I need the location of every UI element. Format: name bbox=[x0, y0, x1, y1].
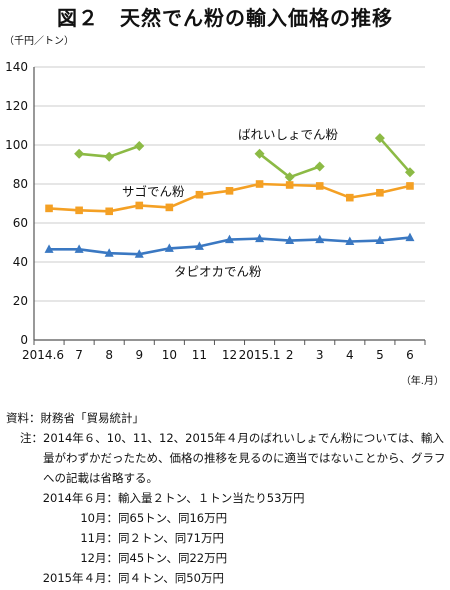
x-tick-label: 2014.6 bbox=[22, 348, 64, 362]
detail-row: 11月：同２トン、同71万円 bbox=[6, 528, 446, 548]
y-tick-label: 40 bbox=[13, 255, 28, 269]
data-point bbox=[104, 151, 115, 162]
data-point bbox=[285, 181, 294, 189]
detail-row: 10月：同65トン、同16万円 bbox=[6, 508, 446, 528]
x-tick-label: 8 bbox=[105, 348, 113, 362]
note-label: 注： bbox=[20, 431, 43, 445]
data-point bbox=[314, 161, 325, 172]
x-tick-label: 10 bbox=[162, 348, 177, 362]
x-tick-label: 4 bbox=[346, 348, 354, 362]
data-point bbox=[254, 148, 265, 159]
data-point bbox=[405, 232, 415, 242]
data-point bbox=[134, 249, 144, 258]
x-unit-label: （年.月） bbox=[401, 374, 444, 387]
series-label: ばれいしょでん粉 bbox=[238, 127, 339, 142]
source-text: 財務省「貿易統計」 bbox=[40, 411, 145, 425]
x-tick-label: 3 bbox=[316, 348, 324, 362]
x-tick-label: 6 bbox=[406, 348, 414, 362]
detail-row: 2015年４月：同４トン、同50万円 bbox=[6, 568, 446, 588]
x-tick-label: 2 bbox=[286, 348, 294, 362]
detail-label: 12月： bbox=[80, 551, 118, 565]
data-point bbox=[164, 243, 174, 252]
chart-title: 図２ 天然でん粉の輸入価格の推移 bbox=[57, 6, 393, 30]
data-point bbox=[74, 148, 85, 159]
detail-row: 12月：同45トン、同22万円 bbox=[6, 548, 446, 568]
y-tick-label: 120 bbox=[5, 99, 28, 113]
y-tick-label: 140 bbox=[5, 60, 28, 74]
data-point bbox=[44, 244, 54, 253]
line-chart: 0 20 40 60 80 100 120 140 2014.6 7 8 9 10 11 12 2015.1 2… bbox=[4, 35, 444, 387]
data-point bbox=[135, 201, 144, 210]
detail-list: 2014年６月：輸入量２トン、１トン当たり53万円 10月：同65トン、同16万… bbox=[6, 488, 446, 588]
x-tick-label: 5 bbox=[376, 348, 384, 362]
data-point bbox=[315, 234, 325, 244]
detail-text: 同４トン、同50万円 bbox=[118, 571, 224, 585]
data-point bbox=[285, 235, 295, 245]
note-line: 注： 2014年６、10、11、12、2015年４月のばれいしょでん粉については… bbox=[6, 428, 446, 488]
data-point bbox=[376, 188, 384, 197]
data-point bbox=[255, 233, 265, 243]
data-point bbox=[225, 187, 234, 195]
data-point bbox=[104, 248, 114, 257]
series-label: タピオカでん粉 bbox=[174, 264, 262, 279]
data-point bbox=[165, 203, 174, 212]
data-point bbox=[284, 172, 295, 183]
note-text: 2014年６、10、11、12、2015年４月のばれいしょでん粉については、輸入… bbox=[43, 431, 446, 485]
data-point bbox=[194, 241, 204, 250]
source-line: 資料： 財務省「貿易統計」 bbox=[6, 408, 446, 428]
data-point bbox=[346, 193, 354, 202]
y-tick-label: 80 bbox=[13, 177, 28, 191]
source-label: 資料： bbox=[6, 411, 41, 425]
y-tick-label: 100 bbox=[5, 138, 28, 152]
x-tick-label: 9 bbox=[135, 348, 143, 362]
detail-label: 10月： bbox=[80, 511, 118, 525]
data-point bbox=[404, 167, 415, 178]
y-tick-label: 20 bbox=[13, 294, 28, 308]
detail-text: 輸入量２トン、１トン当たり53万円 bbox=[118, 491, 305, 505]
data-point bbox=[406, 182, 414, 190]
detail-label: 2015年４月： bbox=[42, 571, 118, 585]
data-point bbox=[345, 236, 355, 246]
data-point bbox=[75, 206, 83, 215]
notes-section: 資料： 財務省「貿易統計」 注： 2014年６、10、11、12、2015年４月… bbox=[6, 408, 446, 588]
x-tick-label: 2015.1 bbox=[239, 348, 281, 362]
data-point bbox=[225, 234, 234, 244]
x-tick-label: 11 bbox=[192, 348, 207, 362]
detail-label: 11月： bbox=[80, 531, 118, 545]
data-point bbox=[255, 180, 264, 188]
data-point bbox=[374, 133, 385, 144]
data-point bbox=[105, 207, 113, 216]
detail-label: 2014年６月： bbox=[42, 491, 118, 505]
detail-text: 同65トン、同16万円 bbox=[118, 511, 228, 525]
data-point bbox=[45, 204, 53, 213]
data-point bbox=[134, 140, 145, 151]
data-point bbox=[74, 244, 84, 253]
y-tick-label: 0 bbox=[20, 333, 28, 347]
series-line bbox=[378, 137, 411, 174]
data-point bbox=[315, 182, 324, 190]
detail-text: 同45トン、同22万円 bbox=[118, 551, 228, 565]
data-point bbox=[375, 235, 385, 245]
series-label: サゴでん粉 bbox=[122, 184, 185, 199]
x-tick-label: 12 bbox=[222, 348, 237, 362]
data-point bbox=[195, 190, 204, 199]
detail-row: 2014年６月：輸入量２トン、１トン当たり53万円 bbox=[6, 488, 446, 508]
detail-text: 同２トン、同71万円 bbox=[118, 531, 224, 545]
x-tick-label: 7 bbox=[75, 348, 83, 362]
y-unit-label: （千円／トン） bbox=[4, 35, 74, 47]
y-tick-label: 60 bbox=[13, 216, 28, 230]
